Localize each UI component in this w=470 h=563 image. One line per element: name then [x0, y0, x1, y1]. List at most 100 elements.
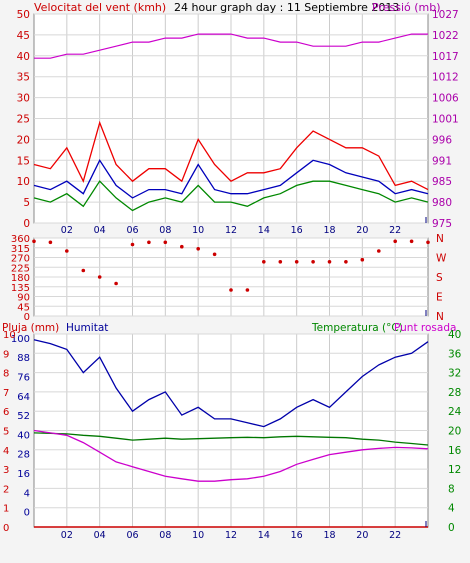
x-tick-top: 08	[159, 225, 171, 236]
y-tick-temperature: 12	[448, 464, 461, 476]
y-tick-temperature: 4	[448, 503, 455, 515]
rain-label: Pluja (mm)	[2, 322, 59, 334]
y-tick-direction: 315	[11, 244, 30, 255]
y-tick-rain: 5	[3, 427, 9, 438]
wind-direction-point	[48, 240, 53, 245]
wind-direction-point	[229, 288, 233, 292]
y-tick-wind: 30	[17, 93, 30, 105]
y-tick-temperature: 0	[448, 522, 455, 534]
y-tick-humidity: 52	[17, 411, 30, 422]
wind-direction-point	[32, 239, 36, 244]
series-line-temperature	[33, 432, 429, 446]
y-tick-pressure: 991	[432, 155, 452, 167]
x-tick-bottom: 02	[61, 530, 73, 541]
y-tick-temperature: 8	[448, 483, 455, 495]
y-tick-humidity: 64	[17, 392, 30, 403]
y-tick-direction: 360	[11, 234, 30, 245]
series-line-wind-average	[33, 158, 429, 199]
wind-direction-point	[426, 240, 430, 245]
x-tick-top: 16	[291, 225, 303, 236]
y-tick-humidity: 76	[17, 372, 30, 383]
x-tick-top: 10	[192, 225, 204, 236]
y-tick-humidity: 88	[17, 353, 30, 364]
y-tick-temperature: 40	[448, 329, 461, 341]
wind-direction-point	[377, 249, 381, 253]
series-line-wind-green	[33, 180, 429, 212]
wind-direction-point	[196, 247, 200, 251]
wind-direction-point	[409, 239, 414, 244]
y-tick-pressure: 1001	[432, 114, 459, 126]
x-tick-bottom: 20	[356, 530, 368, 541]
series-line-pressure	[34, 33, 428, 59]
series-line-humidity	[33, 339, 429, 428]
y-tick-pressure: 996	[432, 134, 452, 146]
y-tick-wind: 25	[17, 114, 30, 126]
x-tick-top: 22	[389, 225, 401, 236]
y-tick-wind: 10	[17, 176, 30, 188]
x-tick-bottom: 06	[126, 530, 138, 541]
y-tick-humidity: 100	[11, 334, 30, 345]
y-tick-pressure: 1017	[432, 51, 459, 63]
wind-direction-point	[294, 260, 299, 264]
x-tick-top: 06	[126, 225, 138, 236]
x-tick-top: 18	[323, 225, 335, 236]
y-tick-wind: 0	[23, 218, 30, 230]
wind-direction-point	[81, 268, 86, 273]
y-tick-direction: 225	[11, 263, 30, 274]
wind-direction-point	[262, 260, 266, 264]
x-tick-bottom: 04	[94, 530, 106, 541]
y-tick-rain: 9	[3, 349, 9, 360]
wind-direction-point	[327, 260, 332, 264]
y-tick-rain: 0	[3, 523, 9, 534]
y-tick-humidity: 4	[24, 488, 30, 499]
wind-direction-point	[311, 260, 315, 264]
x-tick-top: 12	[225, 225, 237, 236]
y-tick-temperature: 28	[448, 387, 461, 399]
y-tick-temperature: 20	[448, 426, 461, 438]
y-tick-temperature: 16	[448, 445, 462, 457]
y-tick-pressure: 1022	[432, 30, 459, 42]
y-tick-rain: 2	[3, 484, 9, 495]
x-tick-bottom: 10	[192, 530, 204, 541]
y-tick-rain: 7	[3, 388, 9, 399]
y-tick-temperature: 32	[448, 368, 461, 380]
wind-direction-point	[212, 252, 217, 257]
y-tick-direction: 0	[24, 312, 30, 323]
y-tick-humidity: 28	[17, 450, 30, 461]
y-tick-temperature: 36	[448, 348, 462, 360]
pressure-label: Pressió (mb)	[372, 1, 441, 14]
y-tick-pressure: 975	[432, 218, 452, 230]
y-tick-humidity: 40	[17, 430, 30, 441]
wind-direction-point	[393, 239, 398, 244]
y-tick-rain: 3	[3, 465, 9, 476]
y-tick-temperature: 24	[448, 406, 462, 418]
graph-title: 24 hour graph day : 11 Septiembre 2013	[174, 1, 399, 14]
y-tick-humidity: 0	[24, 508, 30, 519]
y-tick-compass: W	[436, 253, 447, 265]
y-tick-compass: N	[436, 233, 444, 245]
y-tick-wind: 35	[17, 72, 30, 84]
x-tick-top: 02	[61, 225, 73, 236]
wind-direction-point	[65, 249, 69, 253]
y-tick-compass: E	[436, 292, 443, 304]
y-tick-rain: 10	[3, 330, 16, 341]
x-tick-bottom: 14	[258, 530, 270, 541]
y-tick-pressure: 1027	[432, 9, 459, 21]
y-tick-pressure: 1006	[432, 93, 459, 105]
y-tick-wind: 15	[17, 155, 30, 167]
y-tick-direction: 180	[11, 273, 30, 284]
wind-direction-point	[344, 260, 348, 264]
y-tick-wind: 50	[17, 9, 30, 21]
y-tick-humidity: 16	[17, 469, 30, 480]
y-tick-compass: S	[436, 272, 443, 284]
wind-direction-point	[130, 242, 135, 247]
y-tick-rain: 6	[3, 407, 9, 418]
x-tick-top: 04	[94, 225, 106, 236]
x-tick-bottom: 22	[389, 530, 401, 541]
x-tick-bottom: 12	[225, 530, 237, 541]
y-tick-pressure: 980	[432, 197, 452, 209]
x-tick-bottom: 18	[323, 530, 335, 541]
wind-direction-point	[97, 275, 102, 279]
